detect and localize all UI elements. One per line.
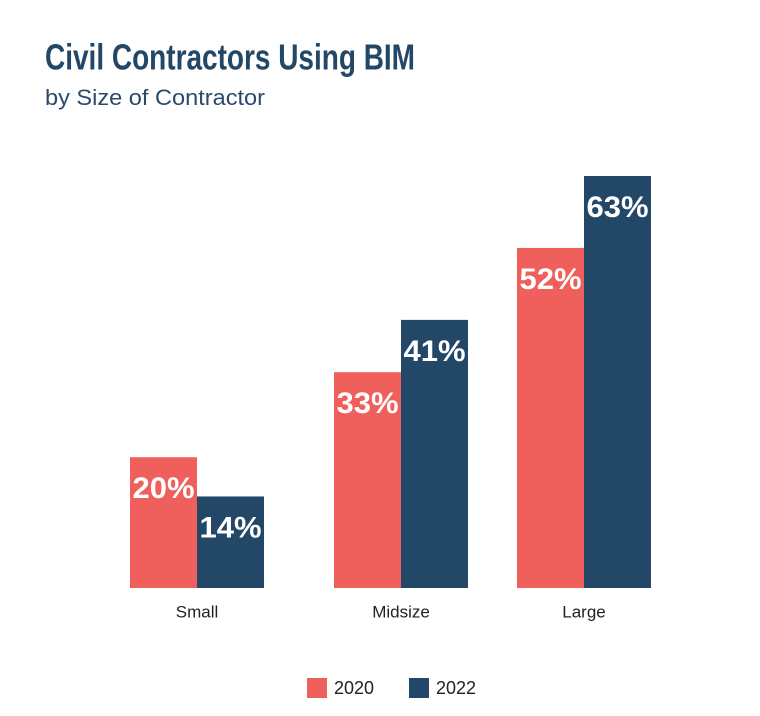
bar <box>130 457 197 588</box>
x-tick-label: Large <box>562 602 605 621</box>
legend-label: 2020 <box>334 678 374 698</box>
value-label: 52% <box>520 263 582 296</box>
legend-label: 2022 <box>436 678 476 698</box>
bar <box>197 496 264 588</box>
x-tick-label: Small <box>176 602 219 621</box>
legend-swatch <box>307 678 327 698</box>
value-label: 20% <box>133 472 195 505</box>
chart-title: Civil Contractors Using BIM <box>45 37 415 78</box>
bar <box>584 176 651 588</box>
bar <box>517 247 584 588</box>
value-label: 63% <box>587 191 649 224</box>
x-tick-label: Midsize <box>372 602 430 621</box>
legend-swatch <box>409 678 429 698</box>
bar <box>401 319 468 588</box>
value-label: 41% <box>404 335 466 368</box>
value-label: 14% <box>200 511 262 544</box>
chart-subtitle: by Size of Contractor <box>45 85 265 110</box>
value-label: 33% <box>337 387 399 420</box>
bar <box>334 372 401 588</box>
